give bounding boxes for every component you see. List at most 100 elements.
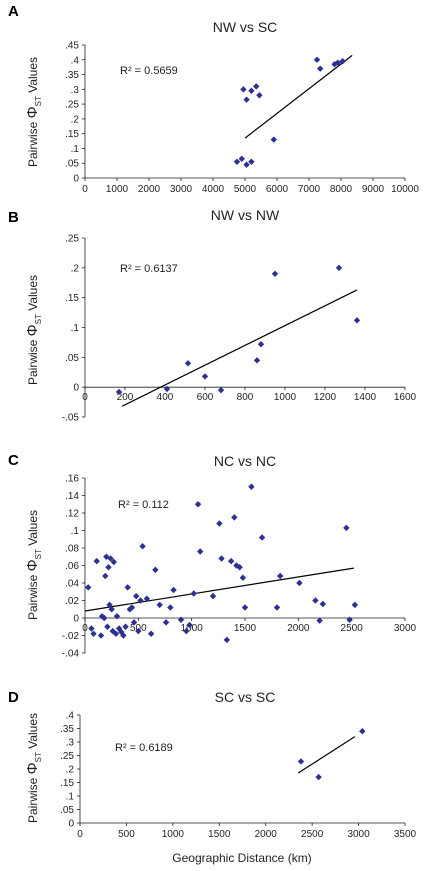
- x-tick-label: 2500: [301, 829, 324, 840]
- data-point: [273, 604, 281, 611]
- y-label-phi: Φ: [24, 324, 41, 336]
- data-point: [238, 155, 245, 162]
- y-tick-label: .1: [71, 144, 80, 155]
- data-point: [296, 579, 303, 587]
- data-point: [128, 604, 136, 611]
- y-tick-label: .15: [60, 778, 74, 789]
- data-point: [315, 773, 322, 781]
- y-tick-label: .35: [60, 724, 74, 735]
- y-tick-label: .25: [65, 234, 79, 245]
- data-point: [319, 600, 327, 608]
- x-tick-label: 0: [82, 392, 88, 403]
- y-label-word1: Pairwise: [26, 571, 40, 620]
- data-point: [270, 136, 277, 143]
- y-tick-label: .3: [71, 85, 80, 96]
- data-point: [277, 572, 284, 580]
- y-label-word2: Values: [26, 275, 40, 314]
- data-point: [163, 385, 171, 393]
- x-tick-label: 1600: [394, 392, 417, 403]
- data-point: [137, 597, 144, 604]
- data-point: [112, 630, 120, 637]
- y-label-phi: Φ: [24, 559, 41, 571]
- data-point: [258, 534, 266, 541]
- x-tick-label: 1500: [208, 829, 231, 840]
- chart-title: NW vs NW: [211, 207, 280, 223]
- y-label-word2: Values: [26, 57, 40, 96]
- x-tick-label: 2000: [287, 623, 310, 634]
- x-tick-label: 1500: [234, 623, 257, 634]
- y-tick-label: -.05: [62, 413, 80, 424]
- data-point: [257, 341, 265, 348]
- y-tick-label: .4: [66, 711, 75, 722]
- y-tick-label: 0: [73, 174, 79, 185]
- data-point: [359, 728, 366, 735]
- x-tick-label: 3000: [347, 829, 370, 840]
- chart-title: NW vs SC: [213, 19, 278, 35]
- panel-letter: B: [8, 209, 19, 226]
- x-tick-label: 1400: [354, 392, 377, 403]
- x-tick-label: 1000: [162, 829, 185, 840]
- data-point: [216, 520, 223, 527]
- data-point: [184, 360, 192, 367]
- data-point: [101, 614, 108, 622]
- data-point: [353, 317, 361, 324]
- y-label-subscript: ST: [34, 549, 43, 559]
- y-tick-label: .4: [71, 55, 80, 66]
- y-tick-label: 0: [68, 819, 74, 830]
- x-tick-label: 6000: [266, 184, 289, 195]
- y-tick-label: -.02: [62, 631, 80, 642]
- y-tick-label: .16: [65, 474, 79, 485]
- data-point: [243, 161, 250, 168]
- chart-panel-a: A NW vs SC R² = 0.5659 0 .05 .1 .15 .2 .25 .3 .35.…: [8, 3, 419, 195]
- data-point: [343, 524, 350, 532]
- data-point: [147, 630, 155, 637]
- data-point: [334, 59, 341, 66]
- y-tick-label: .2: [66, 765, 75, 776]
- data-point: [122, 623, 129, 630]
- y-tick-label: 0: [73, 614, 79, 625]
- data-point: [316, 617, 323, 624]
- data-point: [133, 592, 140, 600]
- data-point: [253, 83, 260, 90]
- y-tick-label: .05: [65, 353, 79, 364]
- y-tick-label: 0: [73, 383, 79, 394]
- data-point: [271, 270, 279, 277]
- data-point: [339, 58, 346, 65]
- y-tick-label: .1: [71, 526, 80, 537]
- y-tick-label: .04: [65, 579, 79, 590]
- data-point: [115, 388, 123, 396]
- data-point: [312, 597, 319, 604]
- x-tick-label: 10000: [391, 184, 419, 195]
- data-point: [170, 586, 177, 594]
- y-axis-label: Pairwise ΦST Values: [24, 510, 43, 620]
- y-tick-label: .1: [66, 792, 75, 803]
- data-point: [248, 483, 255, 490]
- data-point: [313, 56, 321, 63]
- data-point: [239, 574, 247, 581]
- chart-title: NC vs NC: [214, 453, 276, 469]
- data-point: [110, 558, 117, 566]
- panel-letter: D: [8, 689, 19, 706]
- x-tick-label: 4000: [202, 184, 225, 195]
- data-point: [162, 619, 170, 626]
- y-axis-label: Pairwise ΦST Values: [24, 713, 43, 823]
- x-tick-label: 3000: [394, 623, 417, 634]
- y-axis-label: Pairwise ΦST Values: [24, 275, 43, 385]
- trend-line: [84, 567, 354, 612]
- data-point: [201, 373, 209, 380]
- data-point: [130, 619, 138, 626]
- x-tick-label: 2000: [255, 829, 278, 840]
- data-point: [186, 621, 193, 629]
- x-tick-label: 0: [82, 184, 88, 195]
- data-point: [233, 158, 241, 165]
- y-tick-label: .45: [65, 41, 79, 52]
- r-squared-label: R² = 0.5659: [120, 65, 178, 77]
- x-tick-label: 8000: [330, 184, 353, 195]
- y-tick-label: .12: [65, 509, 79, 520]
- data-point: [351, 601, 359, 609]
- data-point: [177, 616, 185, 623]
- data-point: [113, 613, 121, 620]
- data-point: [241, 604, 249, 611]
